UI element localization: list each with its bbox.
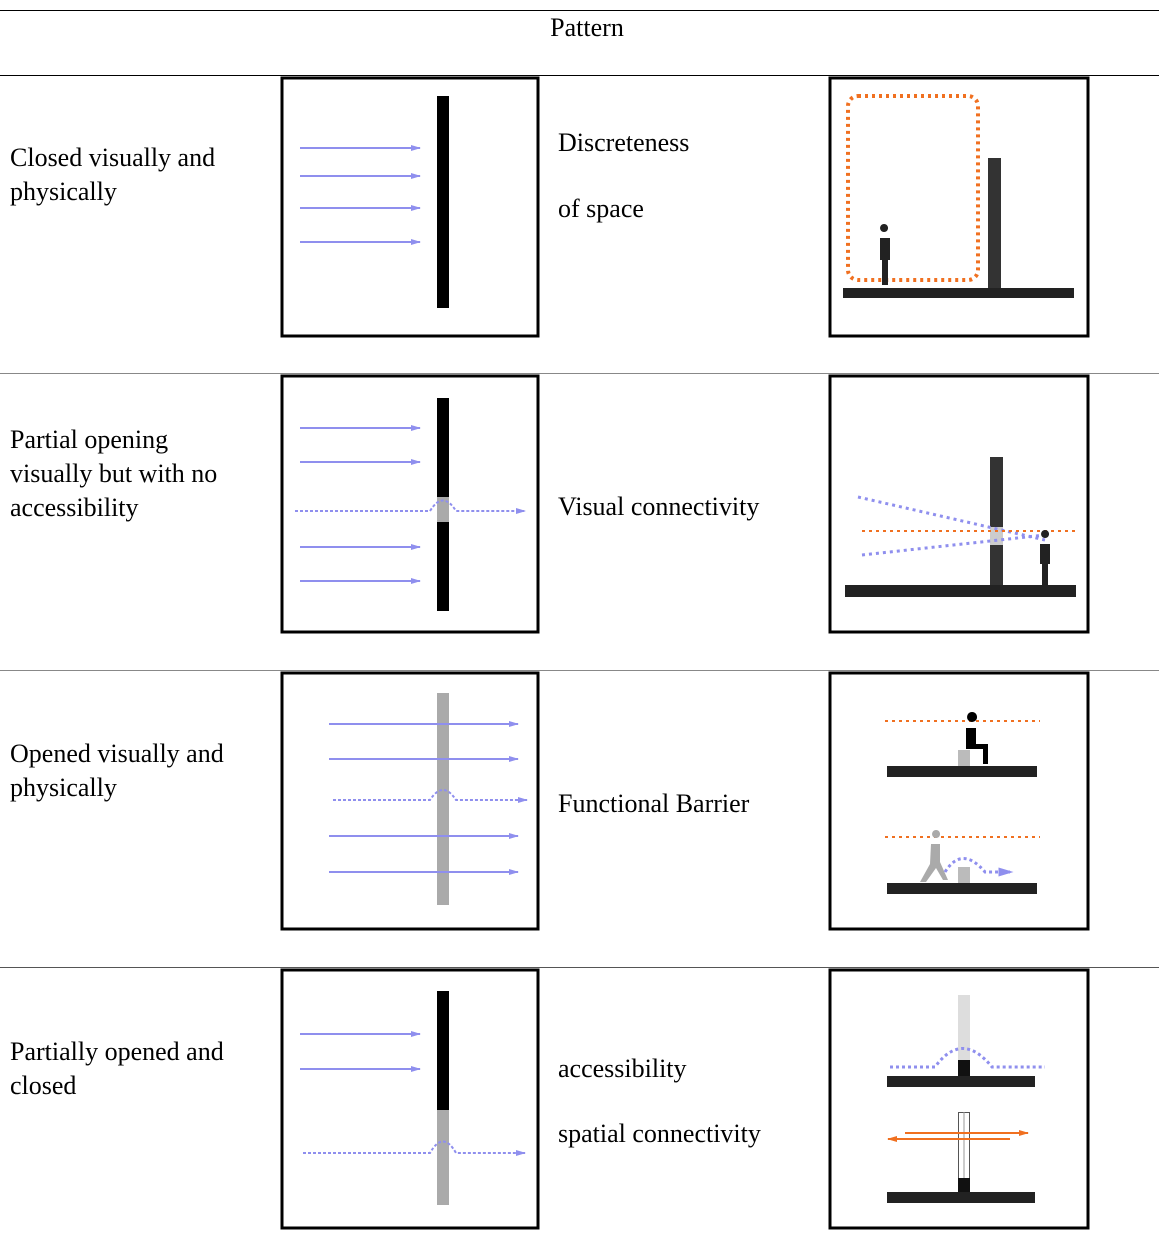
line: Closed visually and (10, 143, 216, 172)
dotted-path (295, 499, 526, 514)
opening (990, 527, 1003, 545)
frame (828, 968, 1090, 1230)
line: spatial connectivity (558, 1119, 761, 1148)
arrows (295, 425, 526, 584)
frame (280, 671, 540, 931)
arrows (300, 145, 421, 245)
wall (958, 1178, 970, 1192)
line: visually but with no (10, 459, 218, 488)
line: accessibility (558, 1054, 687, 1083)
line: physically (10, 773, 117, 802)
frame (828, 671, 1090, 931)
condition: Partially opened and closed (10, 1035, 224, 1103)
line: Opened visually and (10, 739, 224, 768)
header: Pattern (550, 13, 624, 42)
pattern: Visual connectivity (558, 490, 759, 524)
frame (280, 968, 540, 1230)
arrows (329, 721, 528, 875)
dotted-path (943, 857, 1014, 877)
line: Discreteness (558, 128, 690, 157)
rules (0, 10, 1159, 968)
wall (437, 991, 449, 1110)
floor (887, 766, 1037, 777)
line: Partially opened and (10, 1037, 224, 1066)
frame (828, 76, 1090, 338)
wall (437, 96, 449, 308)
line: Partial opening (10, 425, 169, 454)
line: Functional Barrier (558, 789, 750, 818)
barrier (958, 867, 970, 883)
bench (958, 750, 970, 766)
opening (437, 1110, 449, 1205)
wall (990, 457, 1003, 590)
floor (887, 883, 1037, 894)
pattern: Functional Barrier (558, 787, 749, 821)
pattern: Discreteness of space (558, 110, 689, 242)
frame (828, 374, 1090, 634)
wall (437, 693, 449, 905)
line: accessibility (10, 493, 139, 522)
floor (845, 585, 1076, 597)
condition: Opened visually and physically (10, 737, 224, 805)
sightlines (857, 495, 1076, 557)
person (1040, 530, 1050, 585)
seated-person (966, 712, 988, 764)
wall (958, 1060, 970, 1076)
dotted-path (333, 789, 528, 803)
arrows (300, 1031, 526, 1156)
pattern: accessibility spatial connectivity (558, 1036, 761, 1166)
floor (887, 1192, 1035, 1203)
frames (280, 76, 1090, 1230)
wall (958, 995, 970, 1060)
condition: Closed visually and physically (10, 141, 215, 209)
dotted-path (890, 1047, 1045, 1069)
walking-person (920, 830, 948, 882)
line: of space (558, 194, 644, 223)
sightline (857, 495, 1046, 542)
line: Visual connectivity (558, 492, 760, 521)
opening (437, 497, 449, 522)
wall (988, 158, 1001, 290)
person (880, 224, 890, 285)
frame (280, 76, 540, 338)
dotted-path (303, 1140, 526, 1156)
floor (887, 1076, 1035, 1087)
line: physically (10, 177, 117, 206)
condition: Partial opening visually but with no acc… (10, 423, 217, 525)
frame (280, 374, 540, 634)
space-outline (846, 94, 980, 282)
floor (843, 288, 1074, 298)
line: closed (10, 1071, 77, 1100)
sightline (861, 533, 1046, 557)
